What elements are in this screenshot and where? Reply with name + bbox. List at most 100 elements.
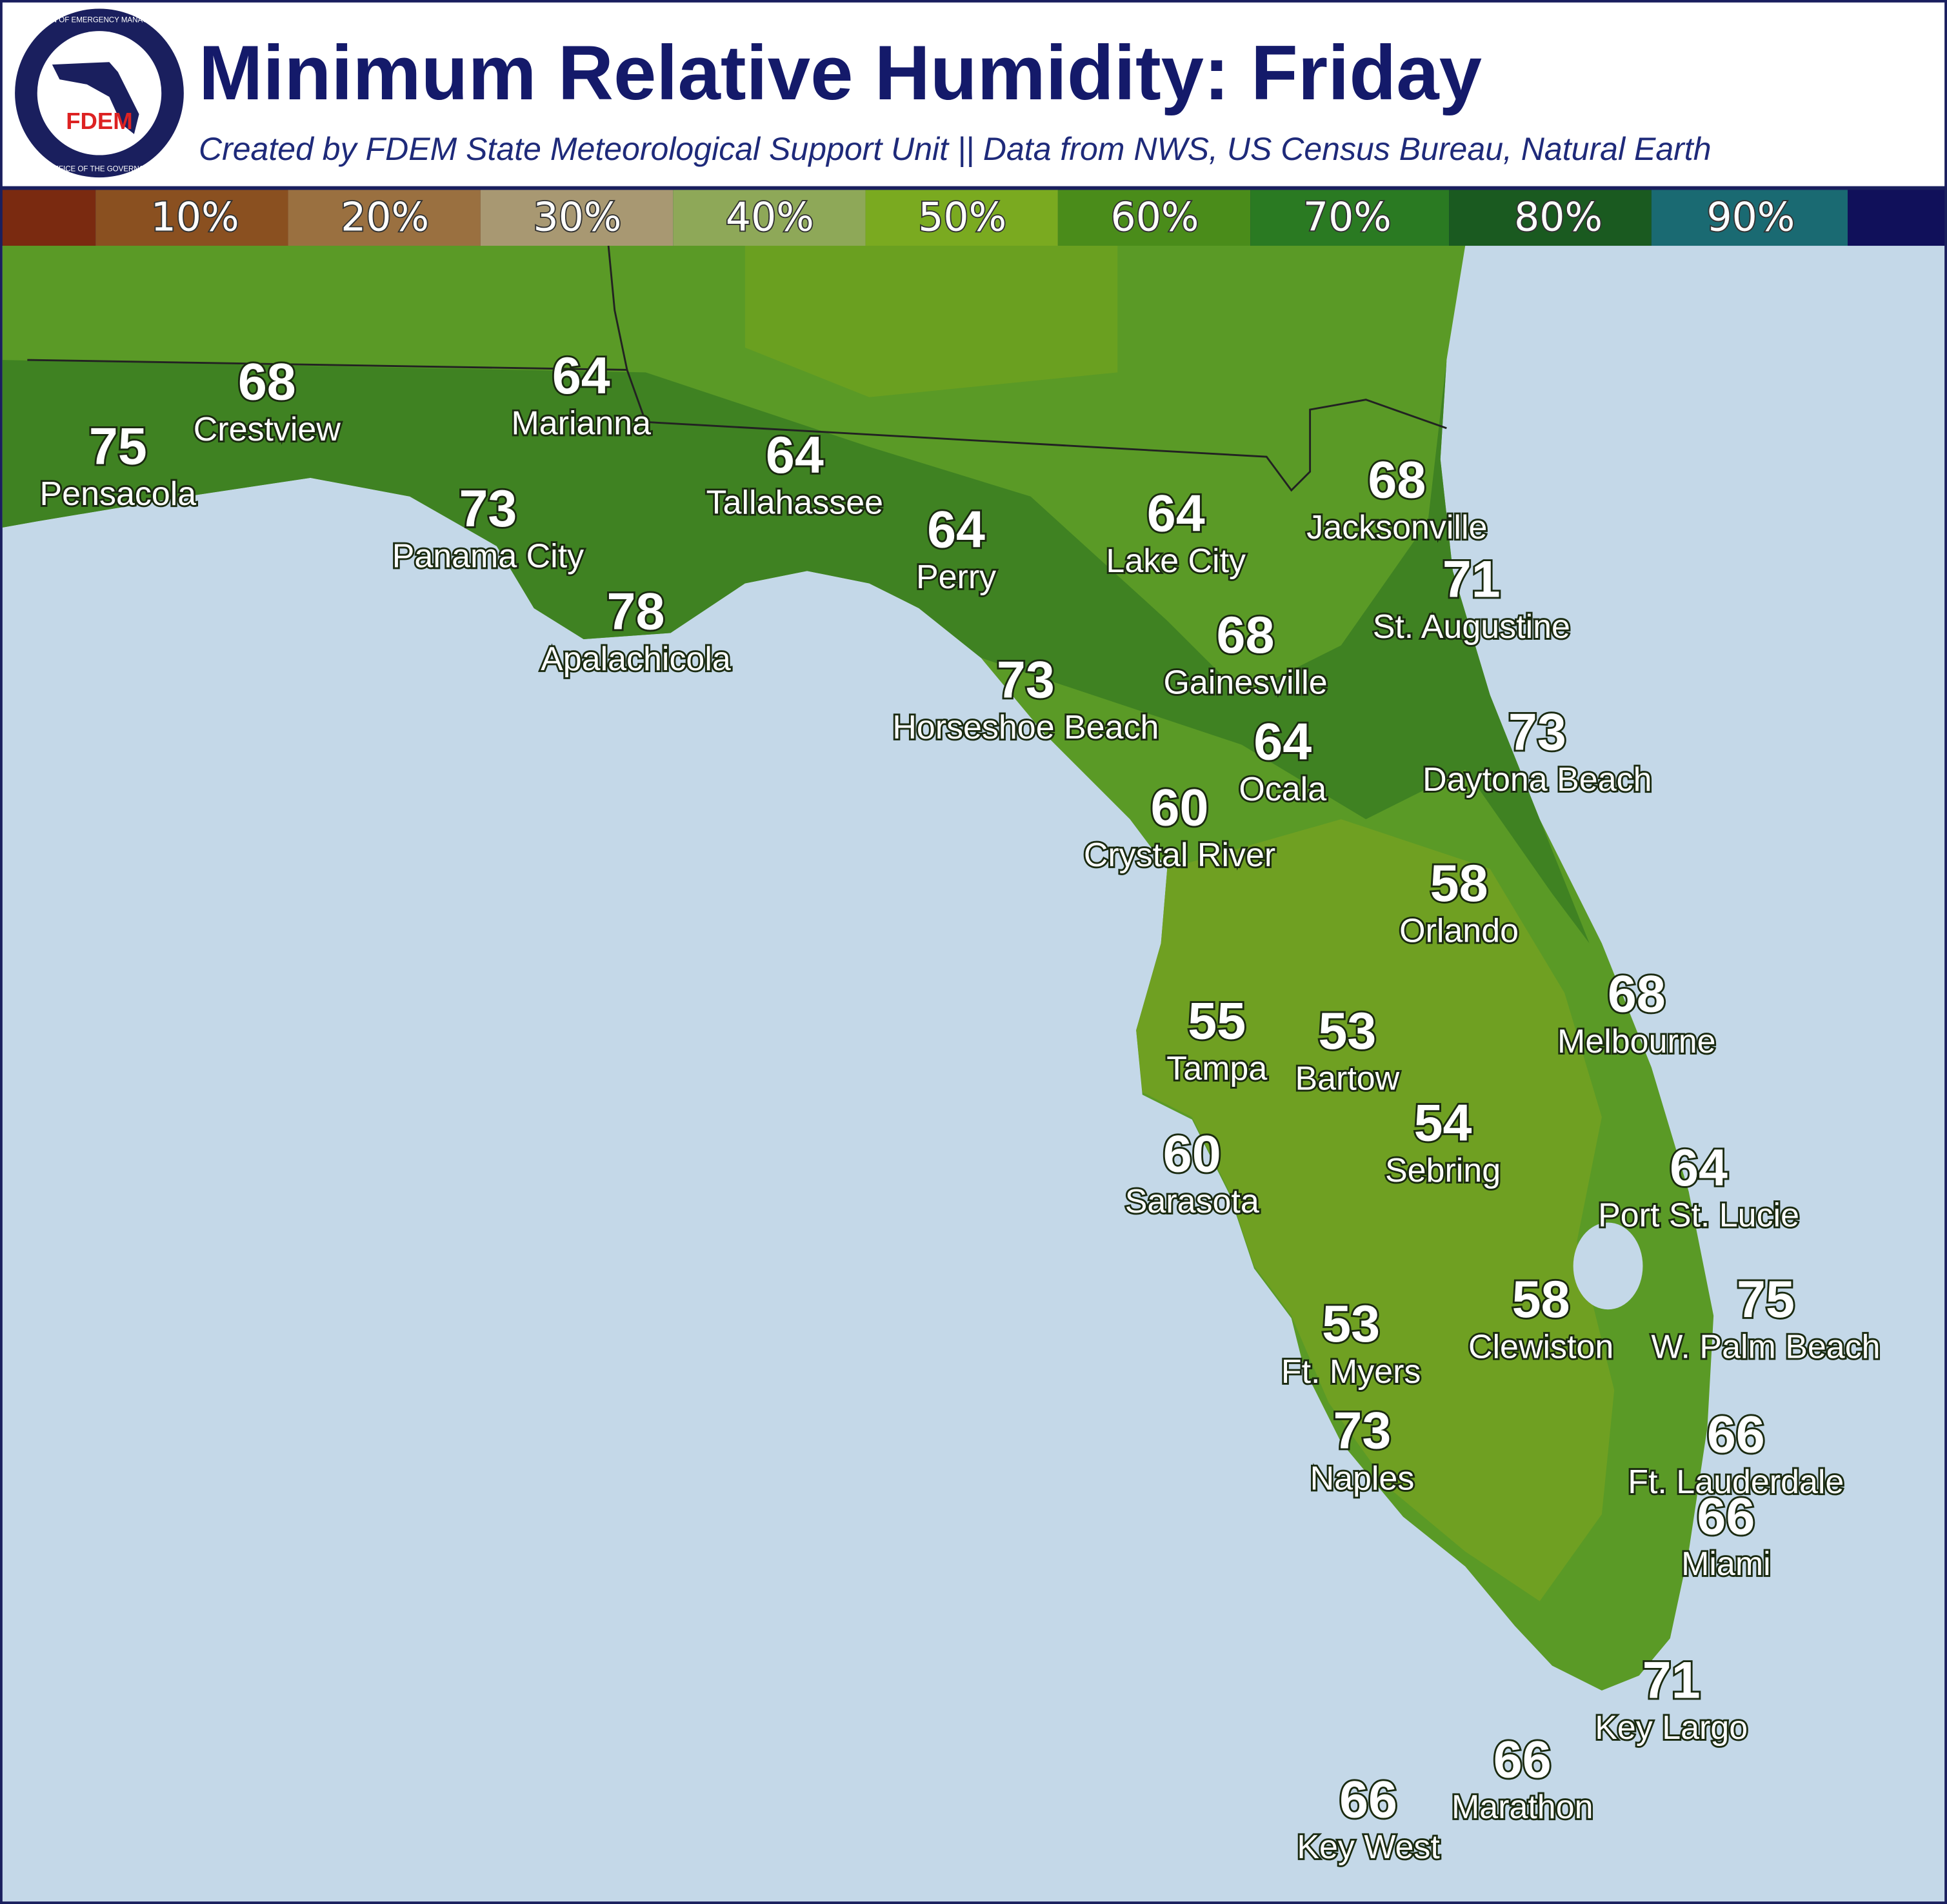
city-value: 53 [1318,1002,1376,1060]
city-name: Horseshoe Beach [892,709,1159,746]
city-name: Key Largo [1595,1709,1748,1747]
city-value: 60 [1163,1126,1221,1184]
city-value: 54 [1414,1095,1472,1153]
city-value: 64 [1670,1139,1728,1197]
legend-swatch [673,190,866,246]
city-value: 73 [1508,703,1566,761]
state-line [27,359,1447,492]
city-value: 58 [1430,855,1488,913]
city-name: Sarasota [1125,1183,1259,1220]
logo-ring-top: DIVISION OF EMERGENCY MANAGEMENT [24,17,174,25]
city-value: 71 [1642,1652,1701,1710]
city-value: 75 [89,418,147,476]
city-value: 53 [1322,1295,1380,1353]
city-value: 68 [1608,965,1666,1023]
logo-ring-bottom: OFFICE OF THE GOVERNOR [48,166,150,174]
city-name: Key West [1297,1829,1440,1866]
city-name: Marathon [1452,1789,1593,1826]
legend-label: 60% [1111,194,1199,241]
logo-florida [52,62,139,134]
legend-swatch [1250,190,1450,246]
city-name: Pensacola [40,475,197,513]
city-value: 64 [552,347,610,405]
legend-swatch [1449,190,1652,246]
city-name: St. Augustine [1373,608,1570,646]
city-name: Apalachicola [541,640,731,678]
city-value: 64 [927,501,985,559]
city-name: Jacksonville [1306,509,1487,546]
legend-swatch [865,190,1058,246]
title: Minimum Relative Humidity: Friday [199,30,1482,116]
legend-label: 40% [726,194,814,241]
city-value: 75 [1737,1271,1795,1329]
legend-swatch [95,190,288,246]
city-value: 64 [1147,485,1205,543]
city-value: 64 [766,426,824,484]
subtitle: Created by FDEM State Meteorological Sup… [199,131,1712,168]
city-name: Bartow [1295,1060,1399,1098]
city-name: Crystal River [1084,837,1275,874]
city-name: Lake City [1106,542,1246,580]
city-name: Marianna [511,405,651,442]
city-name: Ft. Myers [1281,1353,1421,1391]
city-name: Daytona Beach [1423,761,1652,798]
city-name: Naples [1310,1460,1415,1497]
legend-label: 50% [918,194,1006,241]
city-value: 64 [1253,713,1312,771]
legend-label: 80% [1514,194,1603,241]
city-value: 60 [1151,779,1209,837]
city-name: Perry [916,559,996,596]
legend-label: 70% [1303,194,1392,241]
city-value: 58 [1512,1271,1570,1329]
city-value: 71 [1443,551,1501,609]
city-value: 73 [997,651,1055,709]
legend-label: 10% [151,194,239,241]
legend-swatch [1651,190,1848,246]
legend-swatch [1057,190,1251,246]
north-humid-zone [2,360,1590,944]
city-value: 66 [1339,1770,1397,1829]
legend-swatch [480,190,674,246]
lake-okeechobee [1573,1222,1643,1310]
city-name: Orlando [1399,913,1519,950]
city-value: 73 [459,480,517,538]
legend-swatch [288,190,481,246]
header-band [2,2,1945,186]
legend-label: 90% [1706,194,1795,241]
city-name: Panama City [392,537,584,575]
legend-swatch [2,190,96,246]
central-dry-zone [1136,819,1615,1602]
city-name: Melbourne [1557,1023,1716,1060]
city-value: 78 [607,583,665,641]
city-name: Miami [1681,1545,1771,1583]
city-value: 73 [1333,1402,1391,1460]
city-name: Tampa [1166,1050,1267,1087]
city-name: Ft. Lauderdale [1628,1463,1844,1501]
legend-label: 20% [341,194,429,241]
city-name: Crestview [194,411,341,448]
city-value: 66 [1697,1488,1755,1546]
city-value: 55 [1188,993,1246,1051]
land [2,246,1714,1691]
logo-text: FDEM [66,108,133,134]
city-value: 68 [238,353,296,412]
al-ga-line [607,245,628,370]
georgia-light-zone [744,246,1118,397]
legend-bar [2,190,1945,246]
city-name: Clewiston [1468,1328,1613,1365]
city-value: 68 [1368,451,1426,510]
city-name: Sebring [1385,1152,1501,1189]
city-value: 66 [1493,1731,1552,1789]
city-name: Ocala [1239,771,1326,808]
legend-swatch [1848,190,1945,246]
city-value: 66 [1707,1406,1765,1464]
legend-label: 30% [534,194,622,241]
city-value: 68 [1217,606,1275,664]
city-name: W. Palm Beach [1651,1328,1880,1365]
city-name: Tallahassee [706,484,883,522]
city-name: Gainesville [1163,664,1327,702]
city-name: Port St. Lucie [1598,1196,1799,1234]
logo-disc [37,31,162,155]
